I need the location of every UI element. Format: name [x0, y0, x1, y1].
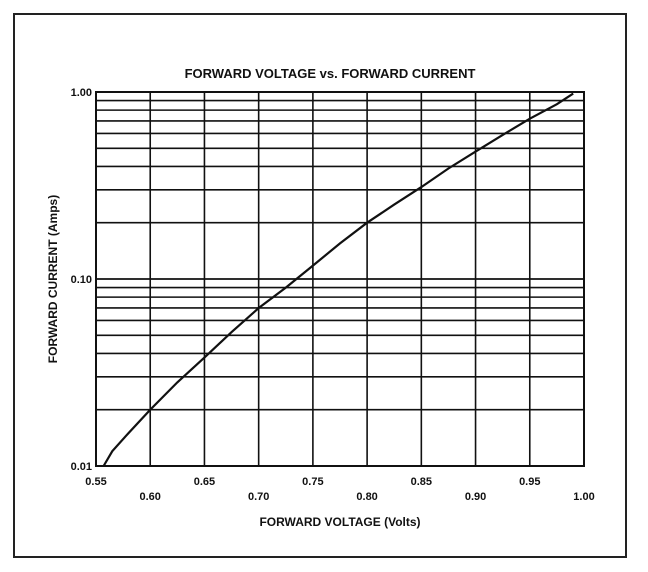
x-tick-labels: 0.55 0.60 0.65 0.70 0.75 0.80 0.85 0.90 0.95 1.00: [85, 476, 594, 503]
x-tick-label: 0.80: [356, 491, 377, 503]
x-tick-label: 0.55: [85, 476, 106, 488]
x-axis-label: FORWARD VOLTAGE (Volts): [259, 515, 420, 529]
x-tick-label: 0.60: [140, 491, 161, 503]
y-tick-label: 1.00: [71, 87, 92, 99]
y-tick-label: 0.01: [71, 461, 92, 473]
x-tick-label: 0.65: [194, 476, 215, 488]
x-tick-label: 0.70: [248, 491, 269, 503]
chart-title: FORWARD VOLTAGE vs. FORWARD CURRENT: [185, 66, 476, 81]
x-tick-label: 0.75: [302, 476, 323, 488]
x-tick-label: 0.85: [411, 476, 432, 488]
grid-group: [95, 91, 585, 467]
y-axis-label: FORWARD CURRENT (Amps): [46, 195, 60, 363]
figure-frame: [13, 13, 627, 558]
x-tick-label: 0.95: [519, 476, 540, 488]
y-tick-labels: 0.01 0.10 1.00: [71, 87, 92, 473]
curve-group: [102, 92, 574, 467]
x-tick-label: 0.90: [465, 491, 486, 503]
x-tick-label: 1.00: [573, 491, 594, 503]
forward-current-curve: [102, 92, 574, 467]
plot-area: [95, 91, 585, 467]
y-tick-label: 0.10: [71, 274, 92, 286]
